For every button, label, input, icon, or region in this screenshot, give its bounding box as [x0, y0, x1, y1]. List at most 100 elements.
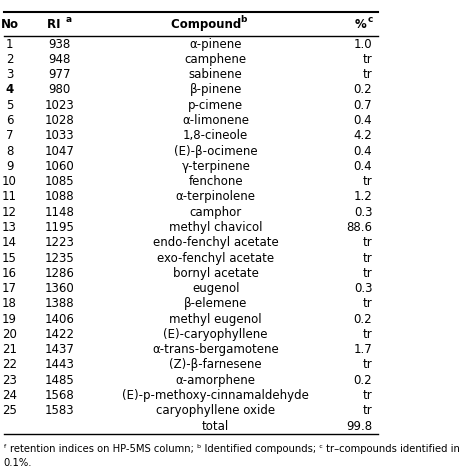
- Text: exo-fenchyl acetate: exo-fenchyl acetate: [157, 252, 274, 264]
- Text: 1085: 1085: [45, 175, 74, 188]
- Text: 1033: 1033: [45, 129, 74, 142]
- Text: 4.2: 4.2: [354, 129, 372, 142]
- Text: 1195: 1195: [44, 221, 74, 234]
- Text: 2: 2: [6, 53, 13, 66]
- Text: 1286: 1286: [44, 267, 74, 280]
- Text: (E)-β-ocimene: (E)-β-ocimene: [174, 145, 257, 157]
- Text: 0.3: 0.3: [354, 282, 372, 295]
- Text: 17: 17: [2, 282, 17, 295]
- Text: (E)-caryophyllene: (E)-caryophyllene: [164, 328, 268, 341]
- Text: 0.2: 0.2: [354, 374, 372, 387]
- Text: 1088: 1088: [45, 191, 74, 203]
- Text: 1437: 1437: [44, 343, 74, 356]
- Text: p-cimene: p-cimene: [188, 99, 243, 112]
- Text: 5: 5: [6, 99, 13, 112]
- Text: tr: tr: [363, 389, 372, 402]
- Text: 1047: 1047: [44, 145, 74, 157]
- Text: 0.2: 0.2: [354, 313, 372, 326]
- Text: endo-fenchyl acetate: endo-fenchyl acetate: [153, 236, 279, 249]
- Text: 0.7: 0.7: [354, 99, 372, 112]
- Text: 977: 977: [48, 68, 71, 81]
- Text: α-terpinolene: α-terpinolene: [176, 191, 255, 203]
- Text: b: b: [240, 16, 247, 24]
- Text: a: a: [66, 16, 72, 24]
- Text: tr: tr: [363, 267, 372, 280]
- Text: fenchone: fenchone: [188, 175, 243, 188]
- Text: 23: 23: [2, 374, 17, 387]
- Text: γ-terpinene: γ-terpinene: [181, 160, 250, 173]
- Text: 88.6: 88.6: [346, 221, 372, 234]
- Text: 1583: 1583: [45, 404, 74, 417]
- Text: 13: 13: [2, 221, 17, 234]
- Text: 10: 10: [2, 175, 17, 188]
- Text: No: No: [0, 18, 18, 31]
- Text: 6: 6: [6, 114, 13, 127]
- Text: camphene: camphene: [185, 53, 247, 66]
- Text: 9: 9: [6, 160, 13, 173]
- Text: 4: 4: [5, 83, 14, 97]
- Text: Compound: Compound: [171, 18, 245, 31]
- Text: α-limonene: α-limonene: [182, 114, 249, 127]
- Text: 3: 3: [6, 68, 13, 81]
- Text: 11: 11: [2, 191, 17, 203]
- Text: 0.4: 0.4: [354, 114, 372, 127]
- Text: methyl eugenol: methyl eugenol: [169, 313, 262, 326]
- Text: 99.8: 99.8: [346, 419, 372, 433]
- Text: 19: 19: [2, 313, 17, 326]
- Text: 1.7: 1.7: [354, 343, 372, 356]
- Text: α-pinene: α-pinene: [190, 37, 242, 51]
- Text: β-elemene: β-elemene: [184, 297, 247, 310]
- Text: 1568: 1568: [44, 389, 74, 402]
- Text: 948: 948: [48, 53, 70, 66]
- Text: camphor: camphor: [190, 206, 242, 219]
- Text: 1360: 1360: [44, 282, 74, 295]
- Text: caryophyllene oxide: caryophyllene oxide: [156, 404, 275, 417]
- Text: β-pinene: β-pinene: [190, 83, 242, 97]
- Text: bornyl acetate: bornyl acetate: [173, 267, 259, 280]
- Text: 0.4: 0.4: [354, 160, 372, 173]
- Text: 1235: 1235: [44, 252, 74, 264]
- Text: 980: 980: [48, 83, 70, 97]
- Text: 7: 7: [6, 129, 13, 142]
- Text: α-trans-bergamotene: α-trans-bergamotene: [152, 343, 279, 356]
- Text: 20: 20: [2, 328, 17, 341]
- Text: α-amorphene: α-amorphene: [176, 374, 255, 387]
- Text: 14: 14: [2, 236, 17, 249]
- Text: 1485: 1485: [44, 374, 74, 387]
- Text: 1223: 1223: [44, 236, 74, 249]
- Text: 12: 12: [2, 206, 17, 219]
- Text: methyl chavicol: methyl chavicol: [169, 221, 263, 234]
- Text: 16: 16: [2, 267, 17, 280]
- Text: 22: 22: [2, 358, 17, 372]
- Text: tr: tr: [363, 328, 372, 341]
- Text: 1406: 1406: [44, 313, 74, 326]
- Text: 24: 24: [2, 389, 17, 402]
- Text: 0.3: 0.3: [354, 206, 372, 219]
- Text: 1.2: 1.2: [354, 191, 372, 203]
- Text: (E)-p-methoxy-cinnamaldehyde: (E)-p-methoxy-cinnamaldehyde: [122, 389, 309, 402]
- Text: 0.1%.: 0.1%.: [4, 458, 32, 468]
- Text: total: total: [202, 419, 229, 433]
- Text: tr: tr: [363, 236, 372, 249]
- Text: tr: tr: [363, 252, 372, 264]
- Text: 1443: 1443: [44, 358, 74, 372]
- Text: 938: 938: [48, 37, 70, 51]
- Text: eugenol: eugenol: [192, 282, 239, 295]
- Text: 1028: 1028: [44, 114, 74, 127]
- Text: %: %: [355, 18, 366, 31]
- Text: 1: 1: [6, 37, 13, 51]
- Text: tr: tr: [363, 358, 372, 372]
- Text: 25: 25: [2, 404, 17, 417]
- Text: tr: tr: [363, 68, 372, 81]
- Text: ᶠ retention indices on HP-5MS column; ᵇ Identified compounds; ᶜ tr–compounds ide: ᶠ retention indices on HP-5MS column; ᵇ …: [4, 444, 460, 454]
- Text: 1148: 1148: [44, 206, 74, 219]
- Text: 18: 18: [2, 297, 17, 310]
- Text: (Z)-β-farnesene: (Z)-β-farnesene: [169, 358, 262, 372]
- Text: 15: 15: [2, 252, 17, 264]
- Text: 1,8-cineole: 1,8-cineole: [183, 129, 248, 142]
- Text: sabinene: sabinene: [189, 68, 243, 81]
- Text: 0.4: 0.4: [354, 145, 372, 157]
- Text: 1060: 1060: [44, 160, 74, 173]
- Text: c: c: [367, 16, 373, 24]
- Text: tr: tr: [363, 404, 372, 417]
